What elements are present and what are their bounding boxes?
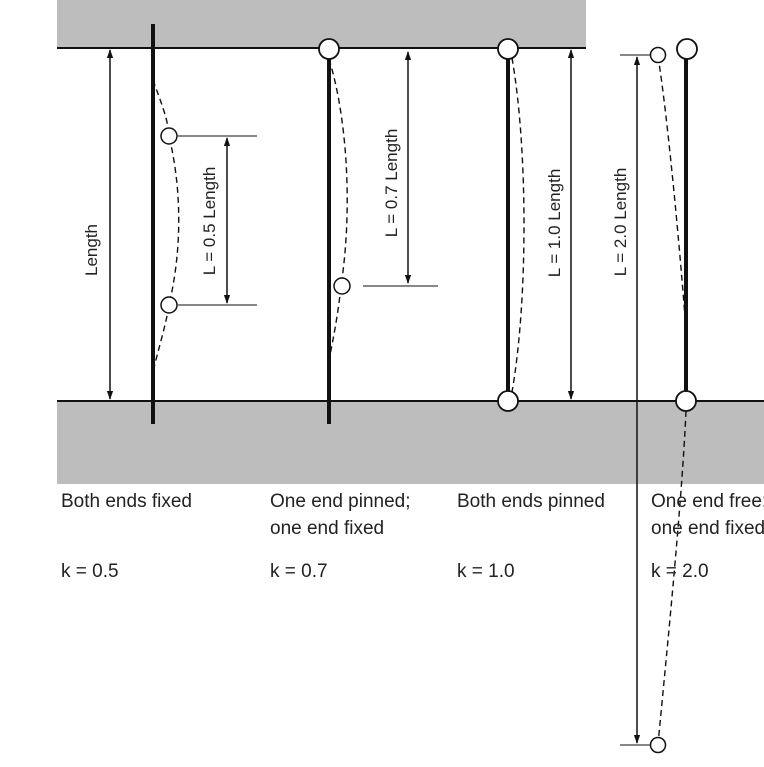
k-value: k = 0.5 (61, 561, 119, 582)
k-value: k = 0.7 (270, 561, 328, 582)
bottom-support-block (57, 401, 764, 484)
case-caption: One end pinned; (270, 491, 411, 512)
fixed-end-marker (675, 390, 697, 412)
case-both-ends-fixed: Length L = 0.5 Length (82, 24, 257, 424)
buckled-shape (328, 58, 348, 361)
effective-length-label: L = 0.7 Length (382, 129, 401, 238)
case-both-ends-pinned: L = 1.0 Length (497, 38, 575, 412)
mirror-end-marker (649, 736, 667, 754)
top-support-block (57, 0, 586, 48)
case-caption: Both ends fixed (61, 491, 192, 512)
case-caption: One end free; (651, 491, 764, 512)
mirror-end-marker (649, 46, 667, 64)
buckled-shape (511, 57, 525, 393)
case-caption: Both ends pinned (457, 491, 605, 512)
inflection-point-marker (333, 277, 351, 295)
pin-support-marker (497, 38, 519, 60)
effective-length-label: L = 1.0 Length (545, 169, 564, 278)
inflection-point-marker (160, 127, 178, 145)
effective-length-label: L = 2.0 Length (611, 168, 630, 277)
buckled-shape (657, 55, 687, 745)
pin-support-marker (318, 38, 340, 60)
case-caption-line2: one end fixed (270, 518, 384, 539)
k-value: k = 2.0 (651, 561, 709, 582)
effective-length-label: L = 0.5 Length (200, 167, 219, 276)
case-one-end-pinned-one-end-fixed: L = 0.7 Length (318, 38, 438, 424)
case-caption-line2: one end fixed (651, 518, 764, 539)
inflection-point-marker (160, 296, 178, 314)
k-value: k = 1.0 (457, 561, 515, 582)
pin-support-marker (497, 390, 519, 412)
case-one-end-free-one-end-fixed: L = 2.0 Length (611, 38, 698, 754)
length-label: Length (82, 224, 101, 276)
buckled-shape (152, 79, 180, 373)
free-end-marker (676, 38, 698, 60)
